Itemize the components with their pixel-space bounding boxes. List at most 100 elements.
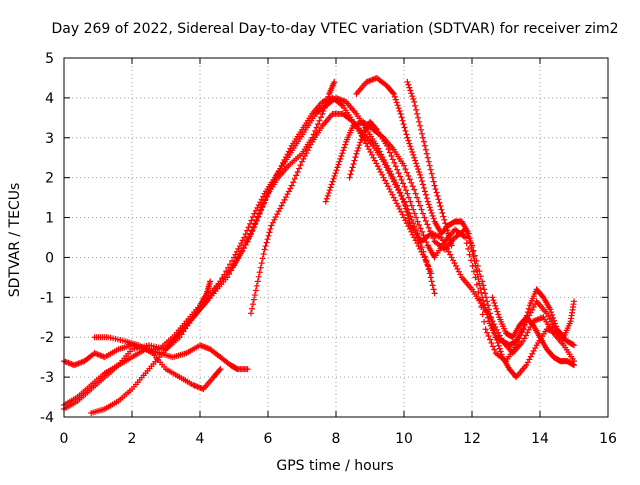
data-point xyxy=(280,199,287,206)
data-point xyxy=(530,347,537,354)
data-point xyxy=(430,235,437,242)
data-point xyxy=(437,203,444,210)
data-point xyxy=(430,286,437,293)
data-point xyxy=(524,309,531,316)
y-axis-label: SDTVAR / TECUs xyxy=(7,183,23,298)
data-point xyxy=(571,362,577,369)
x-tick-label: 8 xyxy=(332,431,341,447)
data-point xyxy=(427,274,434,281)
data-point xyxy=(348,167,355,174)
data-point xyxy=(431,182,438,189)
data-point xyxy=(548,309,555,316)
y-tick-label: -4 xyxy=(40,410,54,426)
data-point xyxy=(401,162,407,169)
data-point xyxy=(494,308,501,315)
data-point xyxy=(350,160,357,167)
data-point xyxy=(420,138,427,145)
data-point xyxy=(372,125,379,132)
data-point xyxy=(382,177,389,184)
data-point xyxy=(356,142,363,149)
data-point xyxy=(481,286,488,293)
data-point xyxy=(436,199,443,206)
data-point xyxy=(491,346,498,353)
data-point xyxy=(410,96,417,103)
data-point xyxy=(288,182,295,189)
data-point xyxy=(370,154,377,161)
data-point xyxy=(426,270,433,277)
data-point xyxy=(287,185,294,192)
data-point xyxy=(250,296,257,303)
data-point xyxy=(333,167,340,174)
data-point xyxy=(413,106,420,113)
data-point xyxy=(492,302,499,309)
data-point xyxy=(399,211,406,218)
data-point xyxy=(368,151,375,158)
data-point xyxy=(256,209,263,216)
data-point xyxy=(322,198,329,205)
y-tick-label: -3 xyxy=(40,370,54,386)
data-point xyxy=(392,96,399,103)
data-point xyxy=(357,139,364,146)
data-point xyxy=(524,359,531,366)
data-point xyxy=(482,304,489,311)
data-point xyxy=(391,159,398,166)
data-point xyxy=(319,110,326,117)
data-point xyxy=(413,214,420,221)
data-point xyxy=(495,342,502,349)
data-point xyxy=(249,227,256,234)
data-point xyxy=(248,230,254,237)
data-point xyxy=(429,282,436,289)
data-point xyxy=(299,158,305,165)
data-point xyxy=(443,223,450,230)
data-point xyxy=(454,265,461,272)
data-point xyxy=(355,145,362,152)
data-point xyxy=(395,105,402,112)
data-point xyxy=(418,244,425,251)
data-point xyxy=(241,234,248,241)
data-point xyxy=(432,186,439,193)
data-point xyxy=(444,227,451,234)
data-point xyxy=(411,98,418,105)
data-point xyxy=(264,236,271,243)
x-tick-label: 10 xyxy=(395,431,413,447)
y-tick-label: 3 xyxy=(45,131,54,147)
data-point xyxy=(351,157,358,164)
data-point xyxy=(406,219,413,226)
x-tick-label: 4 xyxy=(196,431,205,447)
data-point xyxy=(371,157,378,164)
data-point xyxy=(254,278,261,285)
data-point xyxy=(421,235,428,242)
data-point xyxy=(422,191,429,198)
data-point xyxy=(465,245,472,252)
data-point xyxy=(420,248,427,255)
series-arc-10 xyxy=(353,74,577,349)
data-point xyxy=(484,311,491,318)
data-point xyxy=(253,282,260,289)
data-point xyxy=(354,147,361,154)
data-point xyxy=(269,219,276,226)
data-point xyxy=(353,150,360,157)
data-point xyxy=(434,192,441,199)
data-point xyxy=(414,110,421,117)
data-point xyxy=(474,271,481,278)
data-point xyxy=(414,194,421,201)
data-point xyxy=(284,191,291,198)
data-point xyxy=(374,163,381,170)
data-point xyxy=(412,157,419,164)
data-point xyxy=(389,89,396,96)
data-point xyxy=(426,204,433,211)
data-point xyxy=(411,210,418,217)
data-point xyxy=(316,117,323,124)
data-point xyxy=(252,287,259,294)
data-point xyxy=(421,142,428,149)
data-point xyxy=(385,146,392,153)
data-point xyxy=(304,147,311,154)
data-point xyxy=(253,216,260,223)
data-point xyxy=(447,251,454,258)
data-point xyxy=(341,144,348,151)
data-point xyxy=(338,153,345,160)
data-point xyxy=(402,166,409,173)
data-point xyxy=(392,197,399,204)
